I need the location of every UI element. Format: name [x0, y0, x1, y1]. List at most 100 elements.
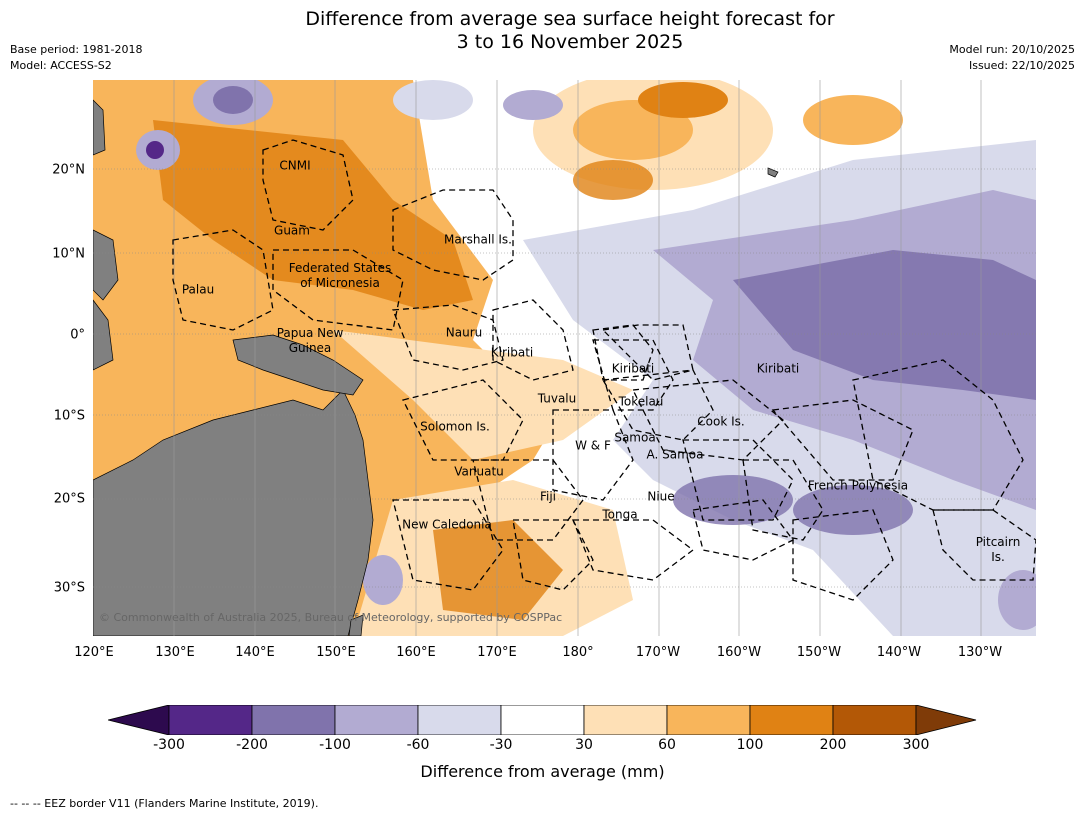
lon-label-170e: 170°E	[477, 645, 517, 660]
landmasses	[93, 99, 779, 636]
colorbar-tick: -60	[406, 737, 430, 753]
lat-label-10s: 10°S	[53, 408, 85, 424]
place-new-caledonia: New Caledonia	[402, 517, 492, 532]
colorbar-segment	[417, 705, 502, 735]
anomaly-blob-13	[998, 570, 1036, 630]
anomaly-moderate-west	[153, 120, 473, 310]
land-nz-north	[348, 614, 364, 636]
meridians	[173, 80, 982, 636]
anomaly-strong-east	[733, 250, 1036, 400]
colorbar-tick: 300	[902, 737, 930, 753]
anomaly-blob-7	[793, 485, 913, 535]
colorbar-segment	[334, 705, 419, 735]
colorbar-tick: 30	[575, 737, 593, 753]
copyright-notice: © Commonwealth of Australia 2025, Bureau…	[99, 611, 563, 624]
eez-footnote: -- -- -- EEZ border V11 (Flanders Marine…	[10, 797, 319, 810]
model-name: Model: ACCESS-S2	[10, 59, 112, 72]
place-kiribati-east: Kiribati	[756, 361, 800, 376]
place-pitcairn: Pitcairn Is.	[975, 535, 1021, 564]
anomaly-blob-12	[363, 555, 403, 605]
anomaly-blob-14	[393, 80, 473, 120]
place-guam: Guam	[274, 223, 310, 238]
lon-label-160e: 160°E	[396, 645, 436, 660]
colorbar-extension-high	[915, 705, 977, 735]
place-samoa: Samoa	[614, 430, 656, 445]
anomaly-light-warm-band	[333, 330, 633, 460]
colorbar-segment	[168, 705, 253, 735]
place-cook-islands: Cook Is.	[697, 414, 745, 429]
anomaly-blob-4	[573, 160, 653, 200]
map-panel: CNMI Guam Marshall Is. Federated States …	[93, 80, 1036, 636]
place-nauru: Nauru	[445, 325, 483, 340]
lat-label-20n: 20°N	[52, 162, 85, 178]
colorbar-segment	[832, 705, 917, 735]
colorbar	[108, 705, 977, 735]
lon-label-130w: 130°W	[957, 645, 1003, 660]
place-cnmi: CNMI	[279, 158, 311, 173]
chart-title: Difference from average sea surface heig…	[0, 8, 1085, 54]
model-run: Model run: 20/10/2025	[949, 43, 1075, 56]
colorbar-segment	[749, 705, 834, 735]
place-wallis-futuna: W & F	[575, 438, 611, 453]
anomaly-blob-5	[803, 95, 903, 145]
title-line-2: 3 to 16 November 2025	[456, 31, 684, 53]
colorbar-tick: 200	[819, 737, 847, 753]
anomaly-blob-11	[146, 141, 164, 159]
lon-label-160w: 160°W	[716, 645, 762, 660]
anomaly-blob-3	[638, 82, 728, 118]
place-marshall-islands: Marshall Is.	[444, 232, 512, 247]
base-period: Base period: 1981-2018	[10, 43, 143, 56]
place-kiribati-central: Kiribati	[611, 361, 655, 376]
land-borneo-east	[93, 299, 114, 371]
colorbar-tick: 60	[658, 737, 676, 753]
metadata-left: Base period: 1981-2018 Model: ACCESS-S2	[10, 42, 142, 74]
colorbar-label: Difference from average (mm)	[420, 762, 665, 781]
issued-date: Issued: 22/10/2025	[968, 59, 1075, 72]
lon-label-130e: 130°E	[155, 645, 195, 660]
metadata-right: Model run: 20/10/2025 Issued: 22/10/2025	[949, 42, 1075, 74]
lon-label-150e: 150°E	[316, 645, 356, 660]
lat-label-0: 0°	[70, 327, 85, 343]
colorbar-segment	[666, 705, 751, 735]
place-tuvalu: Tuvalu	[537, 391, 577, 406]
lat-label-10n: 10°N	[52, 246, 85, 262]
place-niue: Niue	[647, 489, 675, 504]
graticule	[93, 168, 1036, 588]
lat-label-30s: 30°S	[53, 580, 85, 596]
place-tokelau: Tokelau	[618, 394, 664, 409]
anomaly-blob-15	[503, 90, 563, 120]
colorbar-tick: -200	[236, 737, 268, 753]
place-tonga: Tonga	[602, 507, 638, 522]
land-new-guinea	[232, 334, 364, 396]
place-kiribati-west: Kiribati	[490, 345, 534, 360]
place-fiji: Fiji	[539, 489, 557, 504]
land-philippines	[93, 99, 106, 156]
colorbar-tick: -30	[489, 737, 513, 753]
colorbar-tick: -300	[153, 737, 185, 753]
colorbar-segment	[500, 705, 585, 735]
place-american-samoa: A. Samoa	[646, 447, 704, 462]
map-svg	[93, 80, 1036, 636]
eez-borders	[172, 139, 1036, 601]
place-french-polynesia: French Polynesia	[807, 478, 909, 493]
land-sulawesi	[93, 229, 119, 301]
land-hawaii	[767, 167, 779, 178]
lat-label-20s: 20°S	[53, 491, 85, 507]
colorbar-tick: 100	[736, 737, 764, 753]
colorbar-segment	[251, 705, 336, 735]
lon-label-170w: 170°W	[635, 645, 681, 660]
lon-label-140w: 140°W	[876, 645, 922, 660]
place-micronesia: Federated States of Micronesia	[288, 261, 392, 290]
colorbar-segment	[583, 705, 668, 735]
anomaly-blob-9	[213, 86, 253, 114]
colorbar-extension-low	[108, 705, 170, 735]
anomaly-moderate-southwest	[433, 520, 563, 620]
lon-label-150w: 150°W	[796, 645, 842, 660]
title-line-1: Difference from average sea surface heig…	[305, 8, 835, 30]
lon-label-140e: 140°E	[235, 645, 275, 660]
place-palau: Palau	[181, 282, 215, 297]
place-solomon-islands: Solomon Is.	[420, 419, 490, 434]
place-vanuatu: Vanuatu	[454, 464, 504, 479]
anomaly-blob-6	[673, 475, 793, 525]
lon-label-180: 180°	[562, 645, 594, 660]
